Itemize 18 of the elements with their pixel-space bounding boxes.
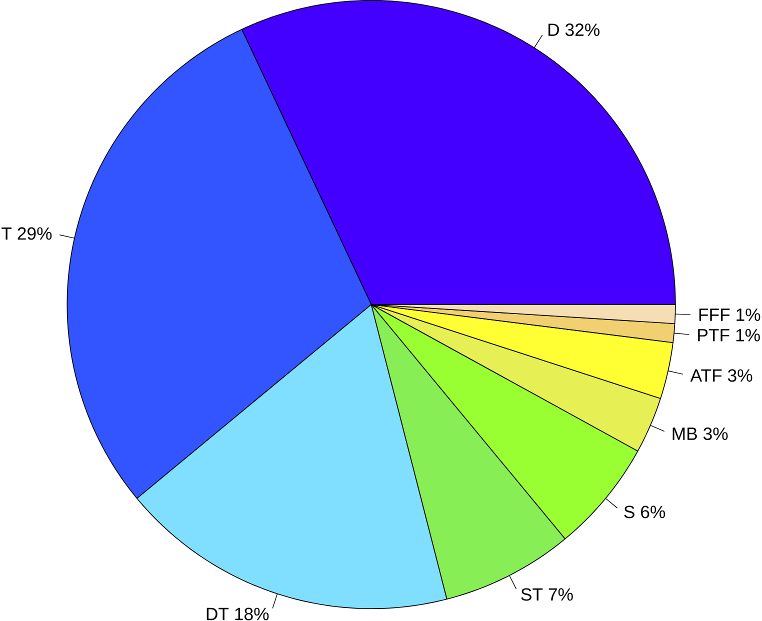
slice-label: PTF <box>698 328 730 342</box>
data-label: 3% <box>728 369 752 382</box>
data-label: 1% <box>736 328 760 342</box>
data-label: 3% <box>703 427 728 440</box>
slice-label: DT <box>206 608 229 620</box>
slice-label: FFF <box>699 308 730 321</box>
slice-label: D <box>548 23 559 36</box>
slice-label: ST <box>521 588 543 601</box>
slice-label: S <box>624 505 634 518</box>
data-label: 32% <box>565 23 600 36</box>
slice-label: MB <box>672 427 697 440</box>
slice-label: T <box>2 227 12 240</box>
data-label: 1% <box>736 308 760 321</box>
data-label: 29% <box>18 227 52 240</box>
slice-label: ATF <box>690 369 722 382</box>
data-label: 7% <box>548 588 573 600</box>
data-label: 6% <box>641 505 666 518</box>
data-label: 18% <box>235 608 269 620</box>
